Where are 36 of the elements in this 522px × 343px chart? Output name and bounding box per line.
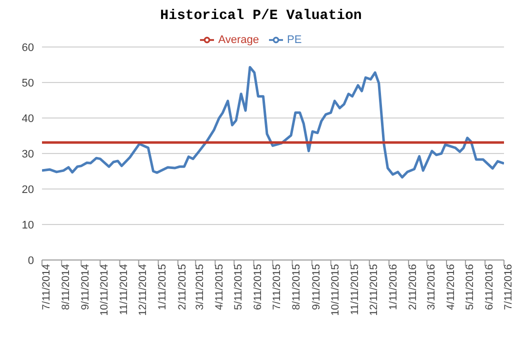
x-tick-label: 10/11/2015 bbox=[329, 264, 342, 316]
x-tick-label: 12/11/2014 bbox=[137, 264, 150, 316]
x-tick-label: 5/11/2016 bbox=[464, 264, 476, 310]
y-tick-label: 50 bbox=[22, 77, 34, 90]
x-tick-label: 3/11/2015 bbox=[194, 264, 206, 310]
line-series bbox=[42, 66, 504, 179]
x-tick-label: 8/11/2015 bbox=[290, 264, 303, 310]
y-tick-label: 60 bbox=[22, 42, 34, 54]
x-tick-label: 1/11/2016 bbox=[387, 264, 400, 310]
chart-title: Historical P/E Valuation bbox=[159, 8, 363, 26]
x-tick-label: 7/11/2014 bbox=[40, 264, 52, 310]
x-tick-label: 1/11/2015 bbox=[156, 264, 169, 310]
x-tick-label: 5/11/2015 bbox=[232, 264, 245, 310]
x-tick-label: 10/11/2014 bbox=[98, 264, 111, 316]
x-tick-label: 4/11/2015 bbox=[214, 264, 226, 310]
x-tick-label: 2/11/2016 bbox=[407, 264, 420, 310]
y-tick-label: 0 bbox=[28, 254, 34, 267]
y-tick-label: 40 bbox=[22, 112, 34, 125]
x-tick-label: 12/11/2015 bbox=[368, 264, 380, 316]
x-tick-label: 9/11/2015 bbox=[310, 264, 322, 310]
x-tick-label: 8/11/2014 bbox=[60, 264, 72, 310]
x-tick-label: 11/11/2015 bbox=[348, 264, 361, 315]
y-tick-label: 10 bbox=[22, 219, 34, 232]
x-tick-label: 6/11/2015 bbox=[252, 264, 264, 310]
x-tick-label: 4/11/2016 bbox=[444, 264, 457, 310]
legend-label: Average bbox=[218, 34, 260, 46]
y-tick-label: 30 bbox=[22, 148, 34, 160]
x-tick-label: 2/11/2015 bbox=[176, 264, 188, 310]
x-tick-label: 11/11/2014 bbox=[118, 264, 130, 315]
x-tick-label: 7/11/2015 bbox=[271, 264, 284, 310]
x-tick-label: 9/11/2014 bbox=[80, 264, 92, 310]
legend-label: PE bbox=[287, 34, 302, 46]
x-tick-label: 3/11/2016 bbox=[425, 264, 438, 310]
x-tick-label: 6/11/2016 bbox=[483, 264, 496, 310]
x-tick-label: 7/11/2016 bbox=[502, 264, 514, 310]
y-tick-label: 20 bbox=[22, 184, 34, 196]
